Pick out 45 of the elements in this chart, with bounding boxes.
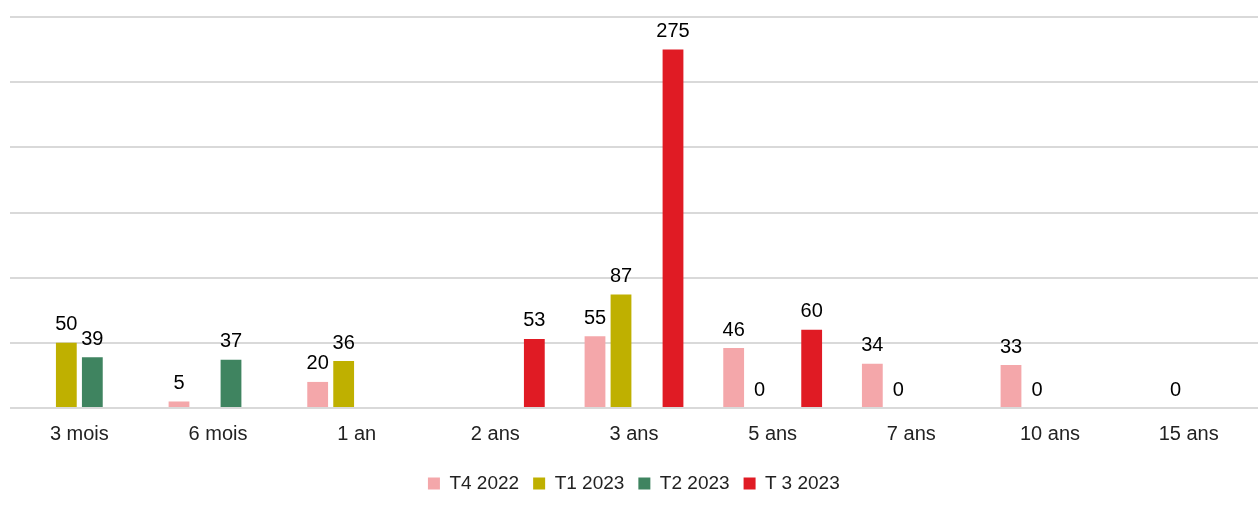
legend-label: T 3 2023 [765,471,840,493]
x-tick-label: 10 ans [1019,421,1081,444]
data-label: 55 [583,305,607,328]
bar [55,342,77,407]
data-label: 0 [1031,377,1043,400]
data-label: 34 [861,333,884,356]
data-label: 0 [892,377,904,400]
data-label: 5 [173,371,185,393]
data-label: 53 [523,308,546,331]
data-label: 33 [999,334,1023,357]
data-label: 60 [800,299,823,322]
x-tick-label: 3 mois [49,421,109,444]
bar [1000,364,1022,407]
bar [610,294,632,407]
data-label: 20 [306,351,329,374]
x-tick-label: 5 ans [748,421,798,444]
x-tick-label: 2 ans [470,421,520,444]
bar [523,338,545,407]
x-tick-label: 1 an [337,421,377,444]
bar [584,336,606,407]
x-tick-label: 15 ans [1158,421,1219,444]
bar [333,361,355,407]
data-label: 39 [81,326,104,349]
data-label: 0 [754,377,766,400]
x-tick-label: 3 ans [609,421,659,444]
data-label: 36 [332,330,355,353]
bar [801,329,823,407]
x-tick-label: 6 mois [188,421,248,444]
data-label: 37 [219,329,243,352]
legend-label: T4 2022 [449,471,520,493]
bar [662,49,684,407]
legend-label: T2 2023 [659,471,730,493]
data-label: 87 [609,264,633,287]
x-tick-label: 7 ans [886,421,936,444]
bar [861,363,883,407]
bar [723,348,745,407]
bar [81,357,103,407]
bar [220,359,242,407]
bar [307,381,329,407]
data-label: 50 [55,312,78,335]
data-label: 46 [722,317,745,340]
data-label: 275 [656,19,690,42]
data-label: 0 [1170,377,1182,400]
legend-label: T1 2023 [554,471,625,493]
bar [168,401,190,407]
